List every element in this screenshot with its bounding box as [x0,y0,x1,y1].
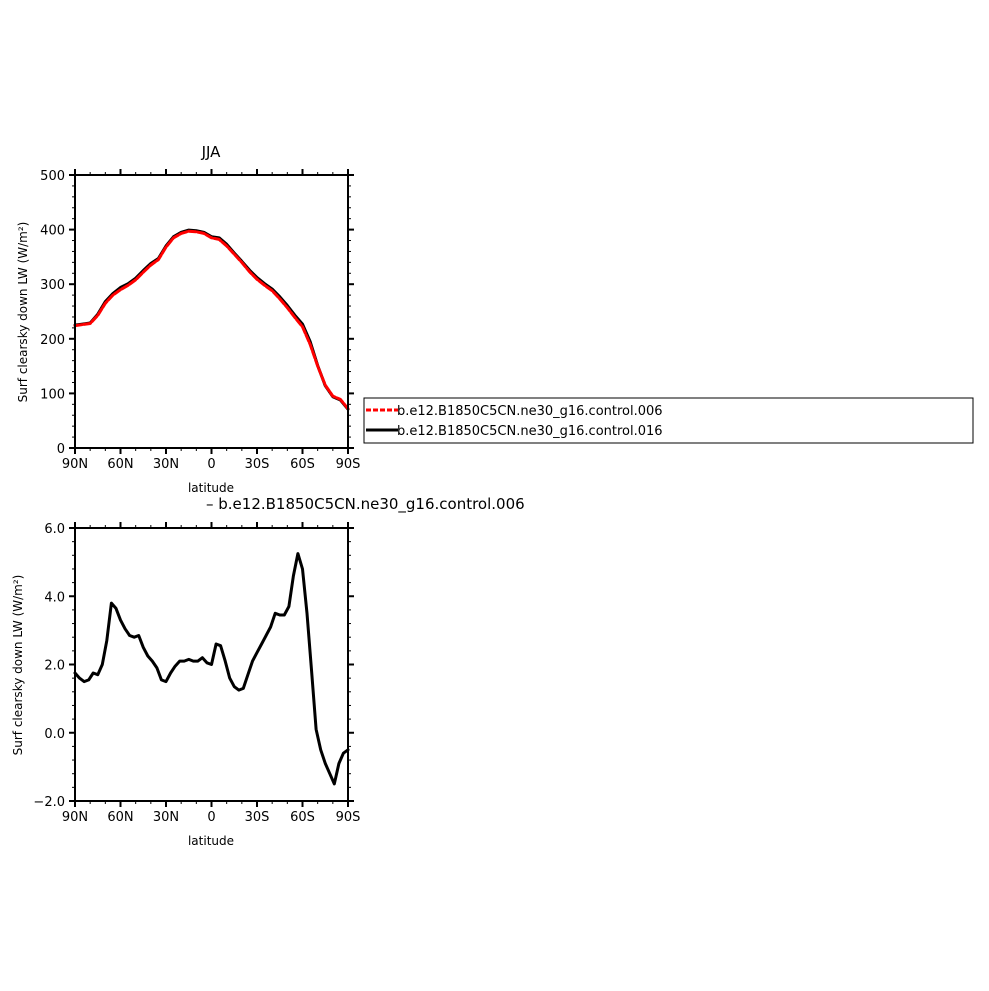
x-tick-label: 30S [245,457,270,472]
top-x-axis-label: latitude [188,481,234,495]
legend-label-series-2: b.e12.B1850C5CN.ne30_g16.control.016 [397,424,663,439]
x-tick-label: 60N [107,810,133,825]
x-tick-label: 0 [207,457,215,472]
bottom-y-axis-label: Surf clearsky down LW (W/m²) [11,575,25,756]
x-tick-label: 30N [153,457,179,472]
top-plot-frame [74,174,349,449]
x-tick-label: 90S [336,810,361,825]
top-x-tick-labels: 90N 60N 30N 0 30S 60S 90S [62,457,361,472]
y-tick-label: 0.0 [44,727,65,742]
x-tick-label: 60S [290,810,315,825]
top-series-lines [73,228,350,411]
bottom-chart-title: – b.e12.B1850C5CN.ne30_g16.control.006 [206,495,525,514]
y-tick-label: 2.0 [44,659,65,674]
y-tick-label: 4.0 [44,590,65,605]
y-tick-label: −2.0 [33,795,65,810]
y-tick-label: 500 [40,169,65,184]
x-tick-label: 90N [62,810,88,825]
series-line-1 [73,229,350,411]
bottom-panel: – b.e12.B1850C5CN.ne30_g16.control.006 −… [11,495,525,848]
bottom-y-tick-labels: −2.0 0.0 2.0 4.0 6.0 [33,522,65,810]
top-panel: JJA 0 100 200 300 400 500 90N 60N 30N 0 30S 60S 90S… [16,143,360,495]
y-tick-label: 200 [40,333,65,348]
bottom-x-axis-label: latitude [188,834,234,848]
bottom-series-lines [73,552,350,786]
x-tick-label: 60N [107,457,133,472]
bottom-x-tick-labels: 90N 60N 30N 0 30S 60S 90S [62,810,361,825]
x-tick-label: 90S [336,457,361,472]
legend-box [363,397,974,444]
y-tick-label: 0 [57,442,65,457]
x-tick-label: 60S [290,457,315,472]
bottom-plot-frame [74,527,349,802]
y-tick-label: 6.0 [44,522,65,537]
series-line-1 [73,552,350,786]
y-tick-label: 100 [40,387,65,402]
series-line-2 [73,228,350,411]
top-axis-ticks [69,169,354,454]
x-tick-label: 30S [245,810,270,825]
y-tick-label: 400 [40,224,65,239]
x-tick-label: 0 [207,810,215,825]
top-y-axis-label: Surf clearsky down LW (W/m²) [16,222,30,403]
top-y-tick-labels: 0 100 200 300 400 500 [40,169,65,457]
legend: b.e12.B1850C5CN.ne30_g16.control.006 b.e… [363,397,974,444]
top-chart-title: JJA [201,143,222,161]
y-tick-label: 300 [40,278,65,293]
x-tick-label: 30N [153,810,179,825]
legend-label-series-1: b.e12.B1850C5CN.ne30_g16.control.006 [397,404,663,419]
x-tick-label: 90N [62,457,88,472]
